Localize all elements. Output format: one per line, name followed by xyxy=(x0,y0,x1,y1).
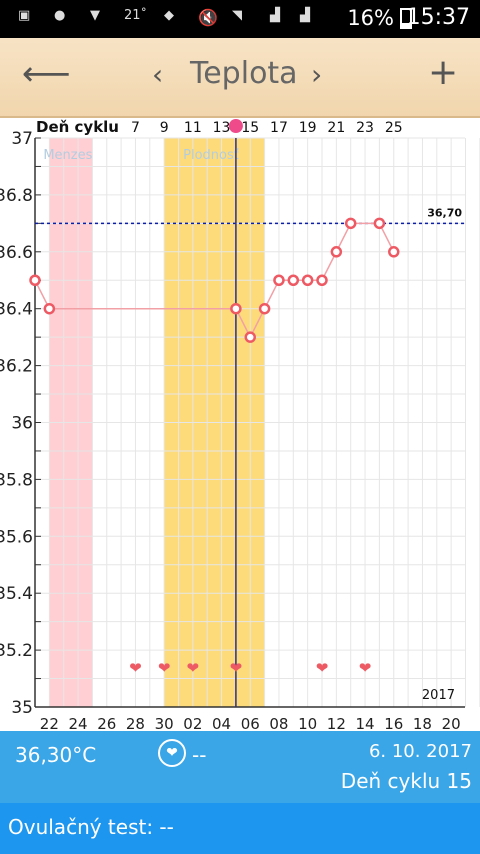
date-tick-label: 04 xyxy=(212,715,231,731)
temperature-point xyxy=(316,274,328,286)
y-tick-label: 36.6 xyxy=(0,243,33,263)
mute-icon: 🔇 xyxy=(198,8,218,27)
cycle-day: Deň cyklu 15 xyxy=(340,769,472,793)
heart-value: -- xyxy=(192,743,207,767)
arrow-left-icon[interactable]: ⟵ xyxy=(22,54,71,94)
date-tick-label: 20 xyxy=(442,715,461,731)
shield-icon: ▼ xyxy=(90,8,100,23)
y-tick-label: 36 xyxy=(11,414,33,434)
ovulation-test-row[interactable]: Ovulačný test: -- xyxy=(0,803,480,854)
temperature-point xyxy=(244,331,256,343)
battery-percent: 16% xyxy=(347,6,394,30)
temperature-point xyxy=(301,274,314,286)
temperature-point xyxy=(388,246,400,258)
heart-icon: ❤ xyxy=(158,659,171,677)
cycle-tick-label: 23 xyxy=(356,120,374,136)
date-tick-label: 08 xyxy=(269,715,288,731)
heart-icon: ❤ xyxy=(187,659,200,677)
temperature-point xyxy=(344,217,357,230)
date-tick-label: 06 xyxy=(241,715,260,731)
heart-icon: ❤ xyxy=(230,659,243,677)
cycle-tick-label: 19 xyxy=(299,120,317,136)
fertile-label: Plodnosť xyxy=(183,148,239,163)
date-tick-label: 14 xyxy=(356,715,375,731)
date-tick-label: 30 xyxy=(155,715,174,731)
heart-icon: ❤ xyxy=(129,659,142,677)
date-tick-label: 12 xyxy=(327,715,346,731)
notif-text: 21˚ xyxy=(124,8,148,23)
current-temperature: 36,30°C xyxy=(15,743,97,767)
y-tick-label: 35.8 xyxy=(0,470,33,490)
date-tick-label: 22 xyxy=(40,715,59,731)
current-day-marker xyxy=(228,119,243,133)
year-label: 2017 xyxy=(422,688,455,703)
y-tick-label: 36.8 xyxy=(0,186,33,206)
cycle-tick-label: 7 xyxy=(131,120,140,136)
cycle-tick-label: 15 xyxy=(241,120,259,136)
signal-icon: ▟ xyxy=(270,8,280,23)
heart-icon[interactable]: ❤ xyxy=(158,739,186,767)
y-tick-label: 35 xyxy=(11,698,33,718)
temperature-point xyxy=(330,246,343,258)
date-tick-label: 10 xyxy=(298,715,317,731)
plus-icon[interactable]: + xyxy=(428,52,459,93)
wifi-icon: ◥ xyxy=(232,8,242,23)
cycle-axis-label: Deň cyklu xyxy=(36,118,119,136)
temperature-chart[interactable]: 37 36.8 36.6 36.4 36.2 36 35.8 35.6 35.4 35.2 35 De… xyxy=(0,116,480,731)
app-notif-icon: ● xyxy=(54,8,66,23)
temperature-point xyxy=(230,302,242,315)
date-tick-label: 02 xyxy=(183,715,202,731)
ovulation-test-label: Ovulačný test: -- xyxy=(8,815,174,839)
y-tick-label: 37 xyxy=(11,129,33,149)
date-tick-label: 28 xyxy=(126,715,145,731)
cycle-tick-label: 13 xyxy=(213,120,231,136)
chevron-right-icon[interactable]: › xyxy=(311,58,323,91)
y-tick-label: 35.6 xyxy=(0,527,33,547)
info-bar: 36,30°C ❤ -- 6. 10. 2017 Deň cyklu 15 xyxy=(0,731,480,803)
temperature-point xyxy=(29,274,41,286)
temperature-point xyxy=(43,302,56,315)
heart-icon: ❤ xyxy=(359,659,372,677)
y-tick-label: 36.4 xyxy=(0,300,33,320)
date-tick-label: 24 xyxy=(69,715,88,731)
heart-icon: ❤ xyxy=(316,659,329,677)
selected-date: 6. 10. 2017 xyxy=(368,741,472,762)
chevron-left-icon[interactable]: ‹ xyxy=(152,58,164,91)
toolbar: ⟵ ‹ Teplota › + xyxy=(0,38,480,118)
date-tick-label: 26 xyxy=(97,715,116,731)
temperature-point xyxy=(373,217,386,230)
temperature-point xyxy=(287,274,300,286)
cycle-tick-label: 21 xyxy=(327,120,345,136)
menses-label: Menzes xyxy=(43,148,92,163)
date-tick-label: 16 xyxy=(384,715,403,731)
cycle-tick-label: 25 xyxy=(385,120,403,136)
y-tick-label: 36.2 xyxy=(0,357,33,377)
temperature-point xyxy=(273,274,285,286)
cycle-tick-label: 9 xyxy=(160,120,169,136)
cycle-tick-label: 11 xyxy=(184,120,202,136)
notif-icon: ◆ xyxy=(164,8,174,23)
image-icon: ▣ xyxy=(18,8,31,23)
y-tick-label: 35.4 xyxy=(0,584,33,604)
signal-icon-2: ▟ xyxy=(300,8,310,23)
y-tick-label: 35.2 xyxy=(0,641,33,661)
threshold-label: 36,70 xyxy=(427,206,462,219)
battery-icon xyxy=(400,8,412,29)
date-tick-label: 18 xyxy=(413,715,432,731)
clock: 15:37 xyxy=(406,5,470,30)
cycle-tick-label: 17 xyxy=(270,120,288,136)
page-title: Teplota xyxy=(190,56,298,91)
status-bar: ▣ ● ▼ 21˚ ◆ 🔇 ◥ ▟ ▟ 16% 15:37 xyxy=(0,0,480,38)
temperature-point xyxy=(258,302,271,315)
